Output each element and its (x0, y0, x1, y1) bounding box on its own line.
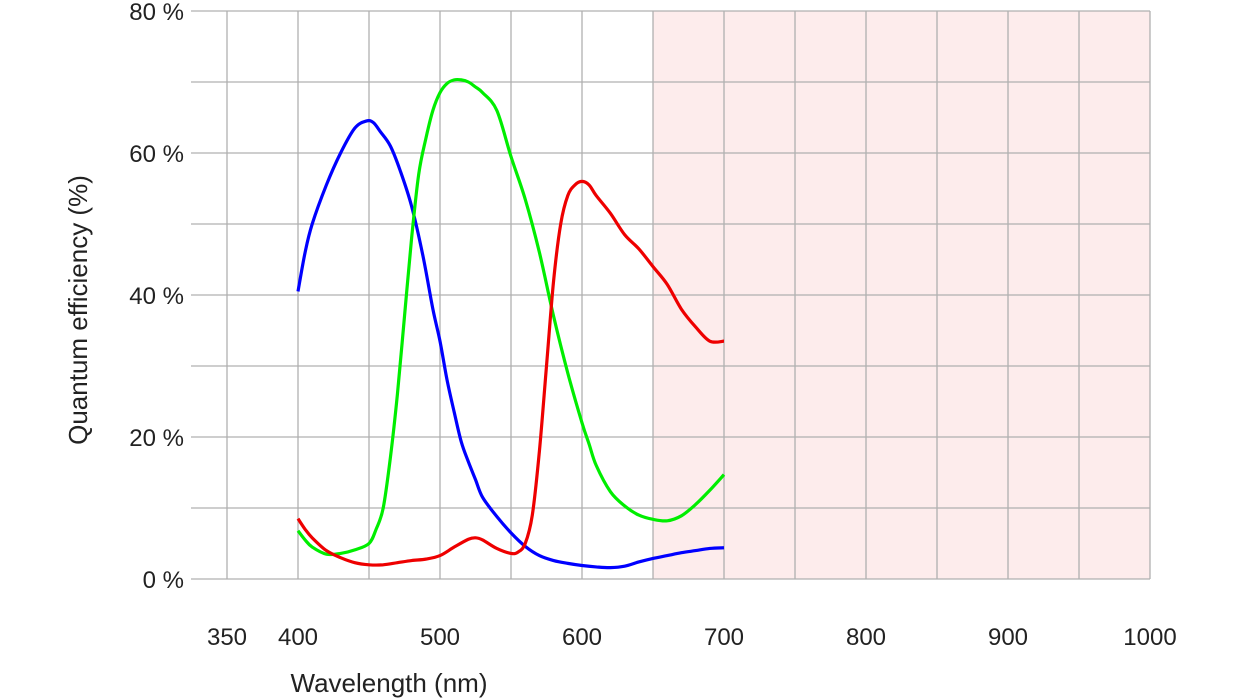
y-tick-labels: 0 % 20 % 40 % 60 % 80 % (129, 0, 184, 594)
x-tick-labels: 350 400 500 600 700 800 900 1000 (207, 624, 1177, 651)
x-tick-label: 1000 (1123, 624, 1176, 651)
y-tick-label: 60 % (129, 141, 184, 168)
y-axis-label: Quantum efficiency (%) (63, 175, 93, 445)
green-series-line (296, 77, 726, 557)
y-tick-label: 80 % (129, 0, 184, 26)
x-tick-label: 500 (420, 624, 460, 651)
blue-series-line (296, 119, 725, 570)
x-axis-label: Wavelength (nm) (291, 668, 488, 698)
x-tick-label: 600 (562, 624, 602, 651)
x-tick-label: 350 (207, 624, 247, 651)
grid-layer (191, 10, 1151, 580)
y-tick-label: 20 % (129, 425, 184, 452)
x-tick-label: 800 (846, 624, 886, 651)
x-tick-label: 700 (704, 624, 744, 651)
series-layer (296, 77, 726, 570)
y-tick-label: 40 % (129, 283, 184, 310)
x-tick-label: 400 (278, 624, 318, 651)
y-tick-label: 0 % (143, 567, 184, 594)
red-series-line (296, 179, 725, 567)
x-tick-label: 900 (988, 624, 1028, 651)
